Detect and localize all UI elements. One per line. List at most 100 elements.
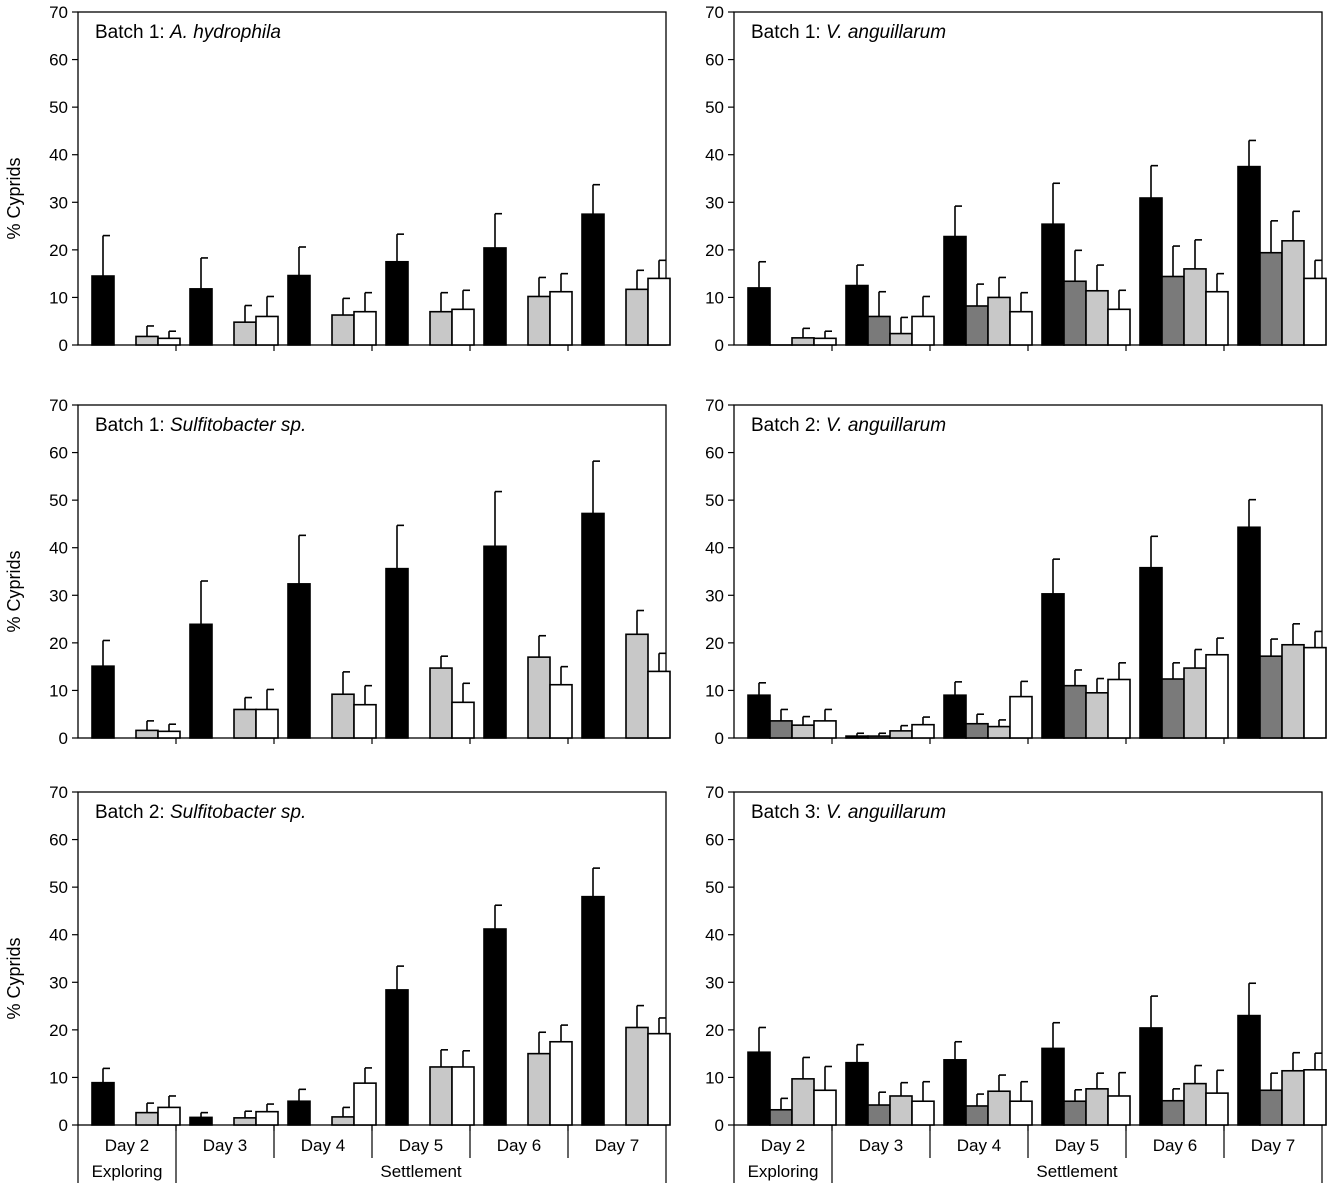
category-label: Day 3 — [203, 1136, 247, 1155]
panel-title: Batch 1: Sulfitobacter sp. — [95, 415, 306, 436]
bar — [1183, 268, 1207, 346]
y-tick-label: 40 — [49, 539, 68, 558]
panel-title-species: Sulfitobacter sp. — [170, 415, 306, 436]
bar — [747, 694, 771, 739]
bar — [157, 337, 181, 346]
bar — [889, 1095, 913, 1126]
y-tick-label: 70 — [49, 783, 68, 802]
category-label: Day 7 — [1251, 1136, 1295, 1155]
bar — [189, 1116, 213, 1126]
bar — [255, 315, 279, 346]
bar — [1205, 1092, 1229, 1126]
bar — [91, 275, 115, 346]
y-tick-label: 50 — [705, 491, 724, 510]
category-label: Day 4 — [301, 1136, 345, 1155]
y-tick-label: 70 — [49, 3, 68, 22]
y-tick-label: 0 — [59, 729, 68, 748]
bar — [791, 724, 815, 739]
bar — [911, 1100, 935, 1126]
bar — [1281, 240, 1305, 346]
phase-label-settlement: Settlement — [380, 1162, 462, 1181]
y-tick-label: 30 — [705, 973, 724, 992]
panel-title-species: V. anguillarum — [826, 802, 946, 823]
bar — [1161, 678, 1185, 739]
bar — [1041, 593, 1065, 739]
chart-panel: 0 10 20 30 40 50 60 70 Batch 3: V. anguillarum Da… — [705, 783, 1327, 1183]
bar — [965, 1105, 989, 1126]
bar — [867, 315, 891, 346]
bar — [483, 928, 507, 1126]
bar — [1161, 275, 1185, 346]
y-tick-label: 0 — [715, 1116, 724, 1135]
bar — [1139, 197, 1163, 346]
bar — [1107, 308, 1131, 346]
panel-title: Batch 1: A. hydrophila — [95, 22, 281, 43]
y-tick-label: 10 — [705, 681, 724, 700]
bar — [1009, 310, 1033, 346]
bar — [549, 683, 573, 739]
y-tick-label: 20 — [49, 1021, 68, 1040]
bar — [791, 337, 815, 346]
bar — [135, 1111, 159, 1126]
bar — [1281, 643, 1305, 739]
chart-panel: 0 10 20 30 40 50 60 70 % Cyprids Batch 1: A. hydr… — [4, 3, 671, 355]
bar — [867, 1104, 891, 1126]
y-tick-label: 40 — [705, 539, 724, 558]
y-tick-label: 20 — [705, 634, 724, 653]
panel-title: Batch 2: Sulfitobacter sp. — [95, 802, 306, 823]
bar — [255, 708, 279, 739]
bar — [549, 1040, 573, 1126]
bar — [549, 290, 573, 346]
y-axis-label: % Cyprids — [4, 157, 24, 239]
bar — [581, 895, 605, 1126]
bar — [1183, 1082, 1207, 1126]
category-label: Day 2 — [105, 1136, 149, 1155]
phase-label-exploring: Exploring — [748, 1162, 819, 1181]
panel-title-prefix: Batch 2: — [751, 415, 826, 436]
bar — [1259, 251, 1283, 346]
bar — [791, 1078, 815, 1126]
y-tick-label: 40 — [49, 926, 68, 945]
y-tick-label: 60 — [49, 831, 68, 850]
chart-panel: 0 10 20 30 40 50 60 70 Batch 2: V. anguillarum — [705, 396, 1327, 748]
bar — [965, 305, 989, 346]
panel-title-species: A. hydrophila — [169, 22, 281, 43]
bar — [747, 1051, 771, 1126]
plot-frame — [733, 791, 1323, 1126]
bar — [1041, 223, 1065, 346]
plot-frame — [77, 404, 667, 739]
bar — [135, 335, 159, 346]
y-tick-label: 10 — [705, 288, 724, 307]
bar — [385, 260, 409, 346]
bar — [135, 729, 159, 739]
y-tick-label: 40 — [705, 146, 724, 165]
bar — [385, 989, 409, 1126]
bar — [1237, 165, 1261, 346]
bar — [813, 720, 837, 739]
bar — [1041, 1047, 1065, 1126]
bar — [157, 1106, 181, 1126]
y-tick-label: 10 — [49, 288, 68, 307]
y-tick-label: 70 — [705, 783, 724, 802]
panel-title-species: Sulfitobacter sp. — [170, 802, 306, 823]
plot-frame — [77, 11, 667, 346]
y-axis-label: % Cyprids — [4, 550, 24, 632]
phase-label-exploring: Exploring — [92, 1162, 163, 1181]
bar — [1009, 1100, 1033, 1126]
panel-title: Batch 3: V. anguillarum — [751, 802, 946, 823]
bar — [1237, 526, 1261, 739]
y-tick-label: 20 — [705, 241, 724, 260]
category-label: Day 6 — [497, 1136, 541, 1155]
bar — [1107, 678, 1131, 739]
bar — [987, 296, 1011, 346]
y-tick-label: 20 — [49, 241, 68, 260]
bar — [1009, 695, 1033, 739]
bar — [987, 1090, 1011, 1126]
bar — [429, 1066, 453, 1126]
bar — [647, 670, 671, 739]
bar — [813, 337, 837, 346]
bar — [353, 310, 377, 346]
y-tick-label: 30 — [49, 193, 68, 212]
bar — [1259, 1089, 1283, 1126]
bar — [867, 735, 891, 739]
